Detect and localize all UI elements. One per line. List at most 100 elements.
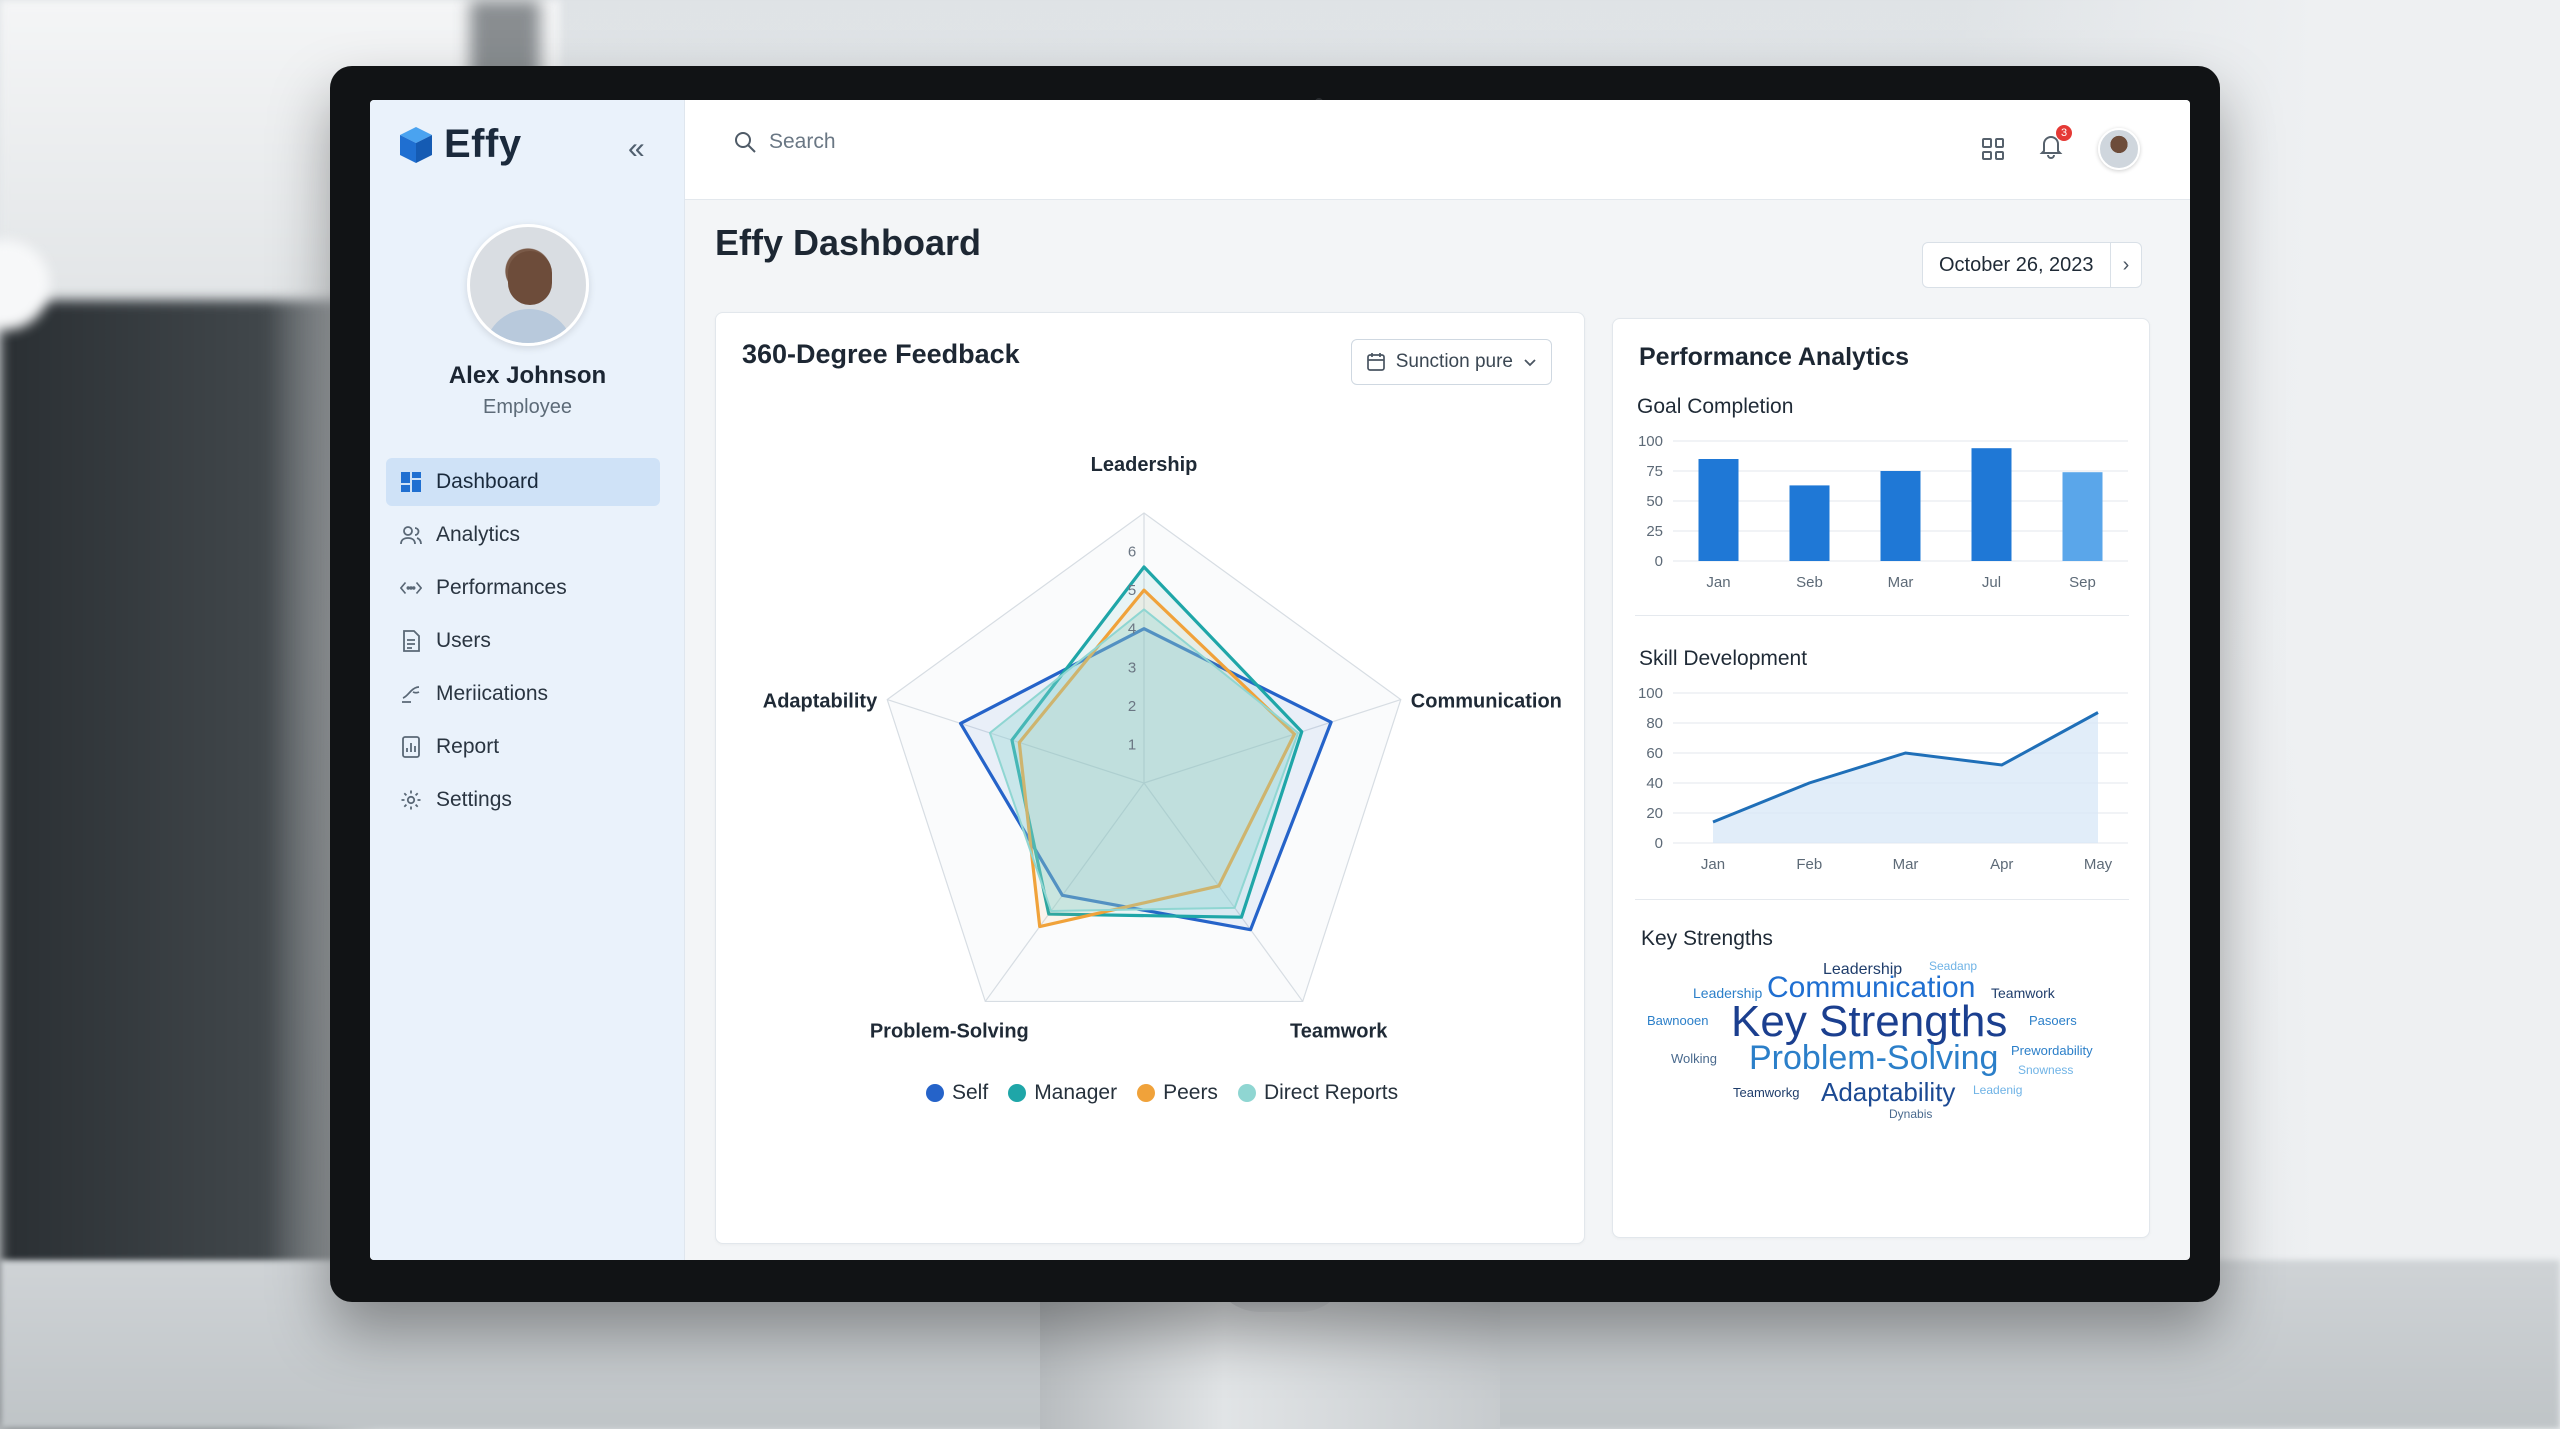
user-name: Alex Johnson xyxy=(448,362,607,389)
radar-tick-label: 5 xyxy=(1128,582,1136,599)
search-bar[interactable]: Search xyxy=(733,130,836,154)
gear-icon xyxy=(400,789,422,811)
search-input[interactable]: Search xyxy=(769,130,836,153)
goal-bar xyxy=(1880,471,1921,561)
profile-avatar[interactable] xyxy=(467,224,589,346)
strength-word: Prewordability xyxy=(2011,1043,2093,1058)
area-y-tick: 20 xyxy=(1646,805,1663,822)
bar-x-tick: Mar xyxy=(1888,574,1914,591)
strength-word: Teamworkg xyxy=(1733,1085,1800,1100)
area-x-tick: Mar xyxy=(1893,856,1919,873)
screen: Effy « Alex Johnson Employee Dashboard A… xyxy=(370,100,2190,1260)
legend-item[interactable]: Manager xyxy=(1008,1081,1117,1105)
legend-swatch xyxy=(1237,1084,1256,1102)
radar-axis-label: Communication xyxy=(1411,691,1562,713)
topbar: Search 3 xyxy=(685,100,2190,200)
document-icon xyxy=(400,630,422,652)
skill-area-fill xyxy=(1713,712,2098,843)
sidebar-item-label: Settings xyxy=(436,788,512,811)
sidebar-item-analytics[interactable]: Analytics xyxy=(386,511,660,559)
bar-x-tick: Sep xyxy=(2069,574,2096,591)
strength-word: Pasoers xyxy=(2029,1013,2077,1028)
report-icon xyxy=(400,736,422,758)
radar-tick-label: 3 xyxy=(1128,659,1136,676)
notification-badge: 3 xyxy=(2056,124,2072,141)
sidebar-item-label: Performances xyxy=(436,576,567,599)
sidebar-nav: Dashboard Analytics Performances Users xyxy=(386,458,660,829)
page-title: Effy Dashboard xyxy=(715,222,982,263)
radar-chart: 1 2 3 4 5 6 Leadership Communication Teamwork Pro… xyxy=(763,454,1562,1042)
goal-title: Goal Completion xyxy=(1637,395,1794,418)
sidebar-item-label: Report xyxy=(436,735,500,758)
app-logo[interactable]: Effy xyxy=(398,122,522,167)
bar-y-tick: 75 xyxy=(1646,463,1663,480)
area-x-tick: Apr xyxy=(1990,856,2013,873)
code-icon xyxy=(400,577,422,599)
sidebar-item-label: Users xyxy=(436,629,491,652)
radar-series-manager xyxy=(1010,565,1304,919)
strength-word: Communication xyxy=(1767,971,1976,1004)
area-y-tick: 100 xyxy=(1638,685,1663,702)
legend-label: Self xyxy=(952,1081,989,1104)
radar-tick-label: 6 xyxy=(1128,544,1136,561)
feedback-title: 360-Degree Feedback xyxy=(742,339,1020,369)
legend-swatch xyxy=(1137,1084,1156,1102)
legend-swatch xyxy=(926,1084,944,1102)
sidebar: Effy « Alex Johnson Employee Dashboard A… xyxy=(370,100,685,1260)
bar-y-tick: 25 xyxy=(1646,523,1663,540)
radar-spoke xyxy=(1143,698,1401,784)
area-x-tick: May xyxy=(2084,856,2113,873)
strength-word: Adaptability xyxy=(1821,1077,1956,1107)
notifications-button[interactable]: 3 xyxy=(2038,124,2072,166)
collapse-sidebar-icon[interactable]: « xyxy=(628,132,645,165)
goal-bar-chart: 100 75 50 25 0 Jan Seb Mar Jul Sep xyxy=(1638,433,2128,591)
goal-bar xyxy=(1698,459,1739,561)
area-x-tick: Jan xyxy=(1701,856,1725,873)
sidebar-item-users[interactable]: Users xyxy=(386,617,660,665)
strength-word: Wolking xyxy=(1671,1051,1718,1066)
radar-axis-label: Adaptability xyxy=(763,691,878,713)
radar-series-direct-reports xyxy=(988,608,1300,912)
goal-bar xyxy=(1789,485,1830,561)
chevron-right-icon[interactable]: › xyxy=(2109,243,2142,287)
performance-card: Performance Analytics Goal Completion 10… xyxy=(1612,318,2150,1238)
sidebar-item-performances[interactable]: Performances xyxy=(386,564,660,612)
strength-word: Problem-Solving xyxy=(1749,1039,1999,1077)
area-y-tick: 40 xyxy=(1646,775,1663,792)
radar-series-self xyxy=(958,627,1333,932)
date-selector[interactable]: October 26, 2023 › xyxy=(1922,242,2143,288)
area-y-tick: 60 xyxy=(1646,745,1663,762)
strength-word: Key Strengths xyxy=(1731,997,2008,1046)
bar-y-tick: 100 xyxy=(1638,433,1663,450)
radar-axis-label: Problem-Solving xyxy=(870,1020,1029,1042)
skill-line xyxy=(1712,711,2099,824)
radar-legend: Self Manager Peers Direct Reports xyxy=(926,1081,1398,1105)
cube-logo-icon xyxy=(400,126,432,163)
legend-item[interactable]: Peers xyxy=(1137,1081,1218,1105)
radar-spoke xyxy=(984,782,1145,1002)
sidebar-item-label: Analytics xyxy=(436,523,521,546)
performance-title: Performance Analytics xyxy=(1639,343,1910,371)
chevron-down-icon xyxy=(1524,359,1536,367)
sidebar-item-label: Dashboard xyxy=(436,470,539,493)
legend-swatch xyxy=(1008,1084,1027,1102)
legend-label: Direct Reports xyxy=(1263,1081,1399,1104)
sidebar-item-dashboard[interactable]: Dashboard xyxy=(386,458,660,506)
apps-grid-icon[interactable] xyxy=(1982,138,2004,160)
radar-axis-label: Teamwork xyxy=(1290,1020,1388,1042)
legend-item[interactable]: Direct Reports xyxy=(1237,1081,1399,1105)
strength-word: Teamwork xyxy=(1991,985,2055,1001)
sidebar-item-meriications[interactable]: Meriications xyxy=(386,670,660,718)
section-divider xyxy=(1635,615,2129,616)
legend-item[interactable]: Self xyxy=(926,1081,988,1105)
area-y-tick: 80 xyxy=(1646,715,1663,732)
strength-word: Seadanp xyxy=(1929,959,1978,973)
sidebar-item-report[interactable]: Report xyxy=(386,723,660,771)
strengths-word-cloud: Key Strengths Communication Problem-Solvin… xyxy=(1643,959,2123,1139)
sidebar-item-settings[interactable]: Settings xyxy=(386,776,660,824)
strength-word: Dynabis xyxy=(1889,1107,1933,1121)
feedback-filter-dropdown[interactable]: Sunction pure xyxy=(1350,339,1552,385)
user-avatar[interactable] xyxy=(2098,128,2140,170)
area-y-tick: 0 xyxy=(1655,835,1663,852)
link-icon xyxy=(400,683,422,705)
